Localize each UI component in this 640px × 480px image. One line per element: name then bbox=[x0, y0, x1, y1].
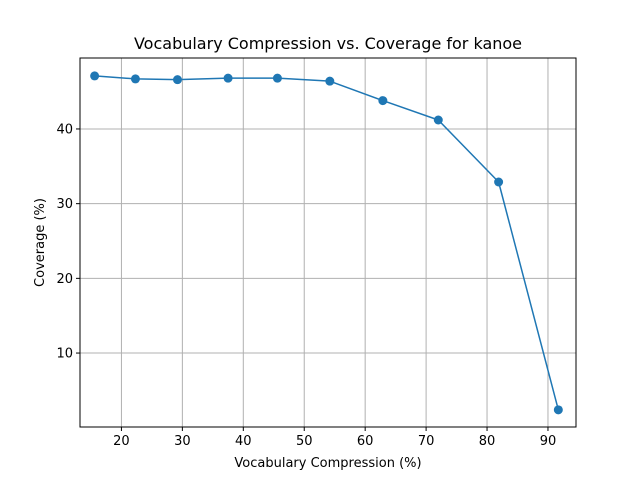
data-point bbox=[130, 74, 140, 84]
y-tick-label: 40 bbox=[56, 122, 73, 137]
x-tick-label: 90 bbox=[540, 434, 557, 449]
y-tick-label: 10 bbox=[56, 347, 73, 362]
data-point bbox=[378, 96, 388, 106]
plot-frame bbox=[79, 57, 577, 428]
x-tick-label: 40 bbox=[235, 434, 252, 449]
axis-ticks: 20 30 40 50 60 70 80 90 10 20 30 40 bbox=[56, 122, 556, 449]
x-tick-label: 70 bbox=[418, 434, 435, 449]
grid bbox=[80, 58, 576, 427]
x-tick-label: 80 bbox=[479, 434, 496, 449]
x-tick-label: 20 bbox=[113, 434, 130, 449]
data-point bbox=[433, 115, 443, 125]
data-point bbox=[272, 73, 282, 83]
data-point bbox=[90, 71, 100, 81]
y-tick-label: 30 bbox=[56, 197, 73, 212]
series-line bbox=[94, 75, 560, 411]
data-point bbox=[172, 75, 182, 85]
y-axis-label: Coverage (%) bbox=[33, 198, 48, 287]
x-tick-label: 60 bbox=[357, 434, 374, 449]
x-axis-label: Vocabulary Compression (%) bbox=[234, 456, 421, 471]
data-point bbox=[494, 177, 504, 187]
data-point bbox=[325, 76, 335, 86]
data-point bbox=[553, 405, 563, 415]
y-tick-label: 20 bbox=[56, 272, 73, 287]
chart-title: Vocabulary Compression vs. Coverage for … bbox=[134, 34, 522, 53]
data-point bbox=[223, 73, 233, 83]
x-tick-label: 30 bbox=[174, 434, 191, 449]
x-tick-label: 50 bbox=[296, 434, 313, 449]
data-series bbox=[90, 71, 563, 415]
